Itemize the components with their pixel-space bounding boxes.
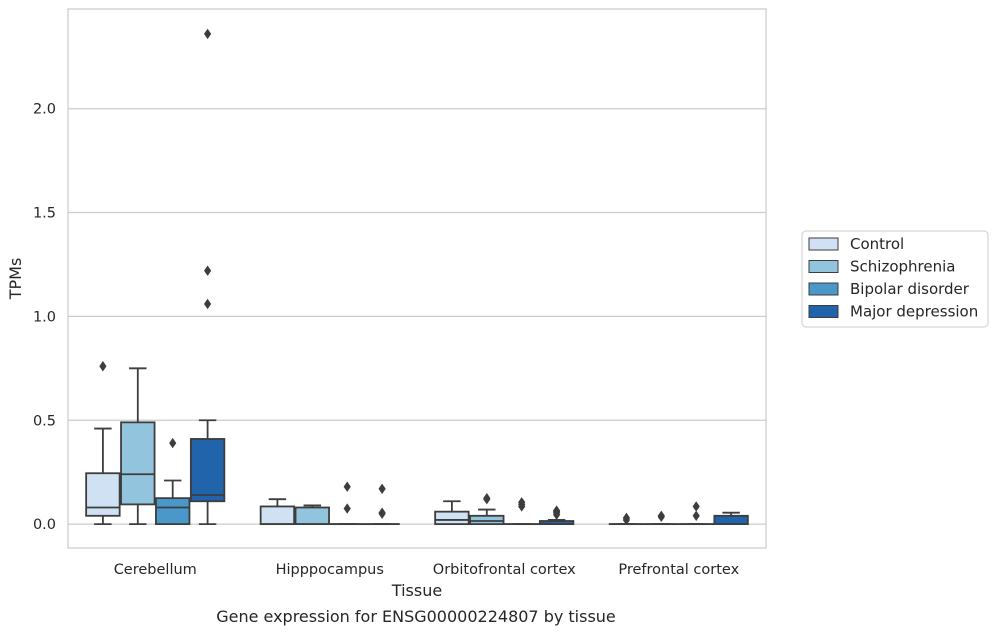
legend-label: Major depression — [850, 303, 978, 321]
box — [469, 514, 505, 526]
box-group — [259, 498, 296, 526]
gridlines — [68, 108, 766, 525]
box-group — [155, 437, 191, 526]
box-group — [434, 500, 470, 526]
y-tick-label: 1.5 — [33, 206, 56, 222]
y-axis-ticks: 0.0 0.5 1.0 1.5 2.0 — [33, 102, 56, 533]
outlier-point — [622, 514, 630, 526]
box-group — [85, 361, 121, 526]
outlier-point — [343, 503, 351, 514]
legend: Control Schizophrenia Bipolar disorder Majo… — [801, 230, 989, 328]
outlier-point — [204, 28, 212, 40]
chart-caption: Gene expression for ENSG00000224807 by t… — [216, 607, 616, 626]
outlier-point — [657, 511, 665, 523]
x-axis-label: Tissue — [391, 581, 442, 600]
y-axis-label: TPMs — [6, 258, 25, 301]
y-tick-label: 2.0 — [33, 102, 56, 118]
legend-label: Schizophrenia — [850, 258, 955, 276]
outlier-point — [378, 507, 386, 518]
box-group — [294, 504, 330, 526]
outlier-point — [99, 361, 107, 372]
legend-item: Schizophrenia — [808, 258, 955, 276]
outlier-point — [692, 501, 700, 512]
legend-swatch — [808, 237, 839, 251]
box-group — [643, 510, 679, 526]
legend-frame — [801, 230, 989, 328]
y-tick-label: 0.5 — [33, 413, 56, 429]
outlier-point — [378, 483, 386, 495]
box-group — [189, 28, 226, 526]
legend-item: Control — [808, 235, 904, 253]
box-group — [329, 481, 365, 526]
plot-frame — [67, 8, 767, 549]
box-group — [364, 483, 400, 526]
x-axis-ticks: Cerebellum Hipppocampus Orbitofrontal cort… — [114, 562, 740, 578]
x-tick-label: Orbitofrontal cortex — [433, 562, 576, 578]
y-tick-label: 0.0 — [33, 517, 56, 533]
outlier-point — [553, 506, 561, 517]
box-group — [678, 501, 714, 526]
x-tick-label: Hipppocampus — [276, 562, 384, 578]
outlier-point — [169, 437, 177, 449]
legend-item: Bipolar disorder — [808, 280, 970, 298]
legend-swatch — [808, 260, 839, 273]
box — [713, 514, 749, 526]
outlier-point — [343, 481, 351, 492]
box — [434, 510, 470, 526]
box — [85, 472, 121, 517]
legend-label: Control — [850, 235, 904, 253]
box — [155, 497, 191, 526]
outlier-point — [518, 499, 526, 510]
box — [259, 505, 296, 526]
legend-swatch — [808, 282, 839, 296]
box — [189, 438, 226, 503]
outlier-point — [204, 265, 212, 276]
box-group — [608, 512, 645, 526]
box-plot-marks — [85, 28, 749, 526]
outlier-point — [204, 298, 212, 310]
y-tick-label: 1.0 — [33, 309, 56, 325]
x-tick-label: Prefrontal cortex — [618, 562, 739, 578]
box-group — [538, 505, 575, 526]
box-group — [469, 492, 505, 526]
box-group — [504, 497, 540, 526]
legend-label: Bipolar disorder — [850, 280, 970, 298]
box-group — [713, 511, 749, 526]
legend-item: Major depression — [808, 303, 978, 321]
x-tick-label: Cerebellum — [114, 562, 197, 578]
box-group — [120, 367, 156, 526]
box — [120, 421, 156, 506]
legend-swatch — [808, 305, 839, 318]
outlier-point — [483, 492, 491, 504]
outlier-point — [692, 510, 700, 522]
box — [294, 506, 330, 526]
